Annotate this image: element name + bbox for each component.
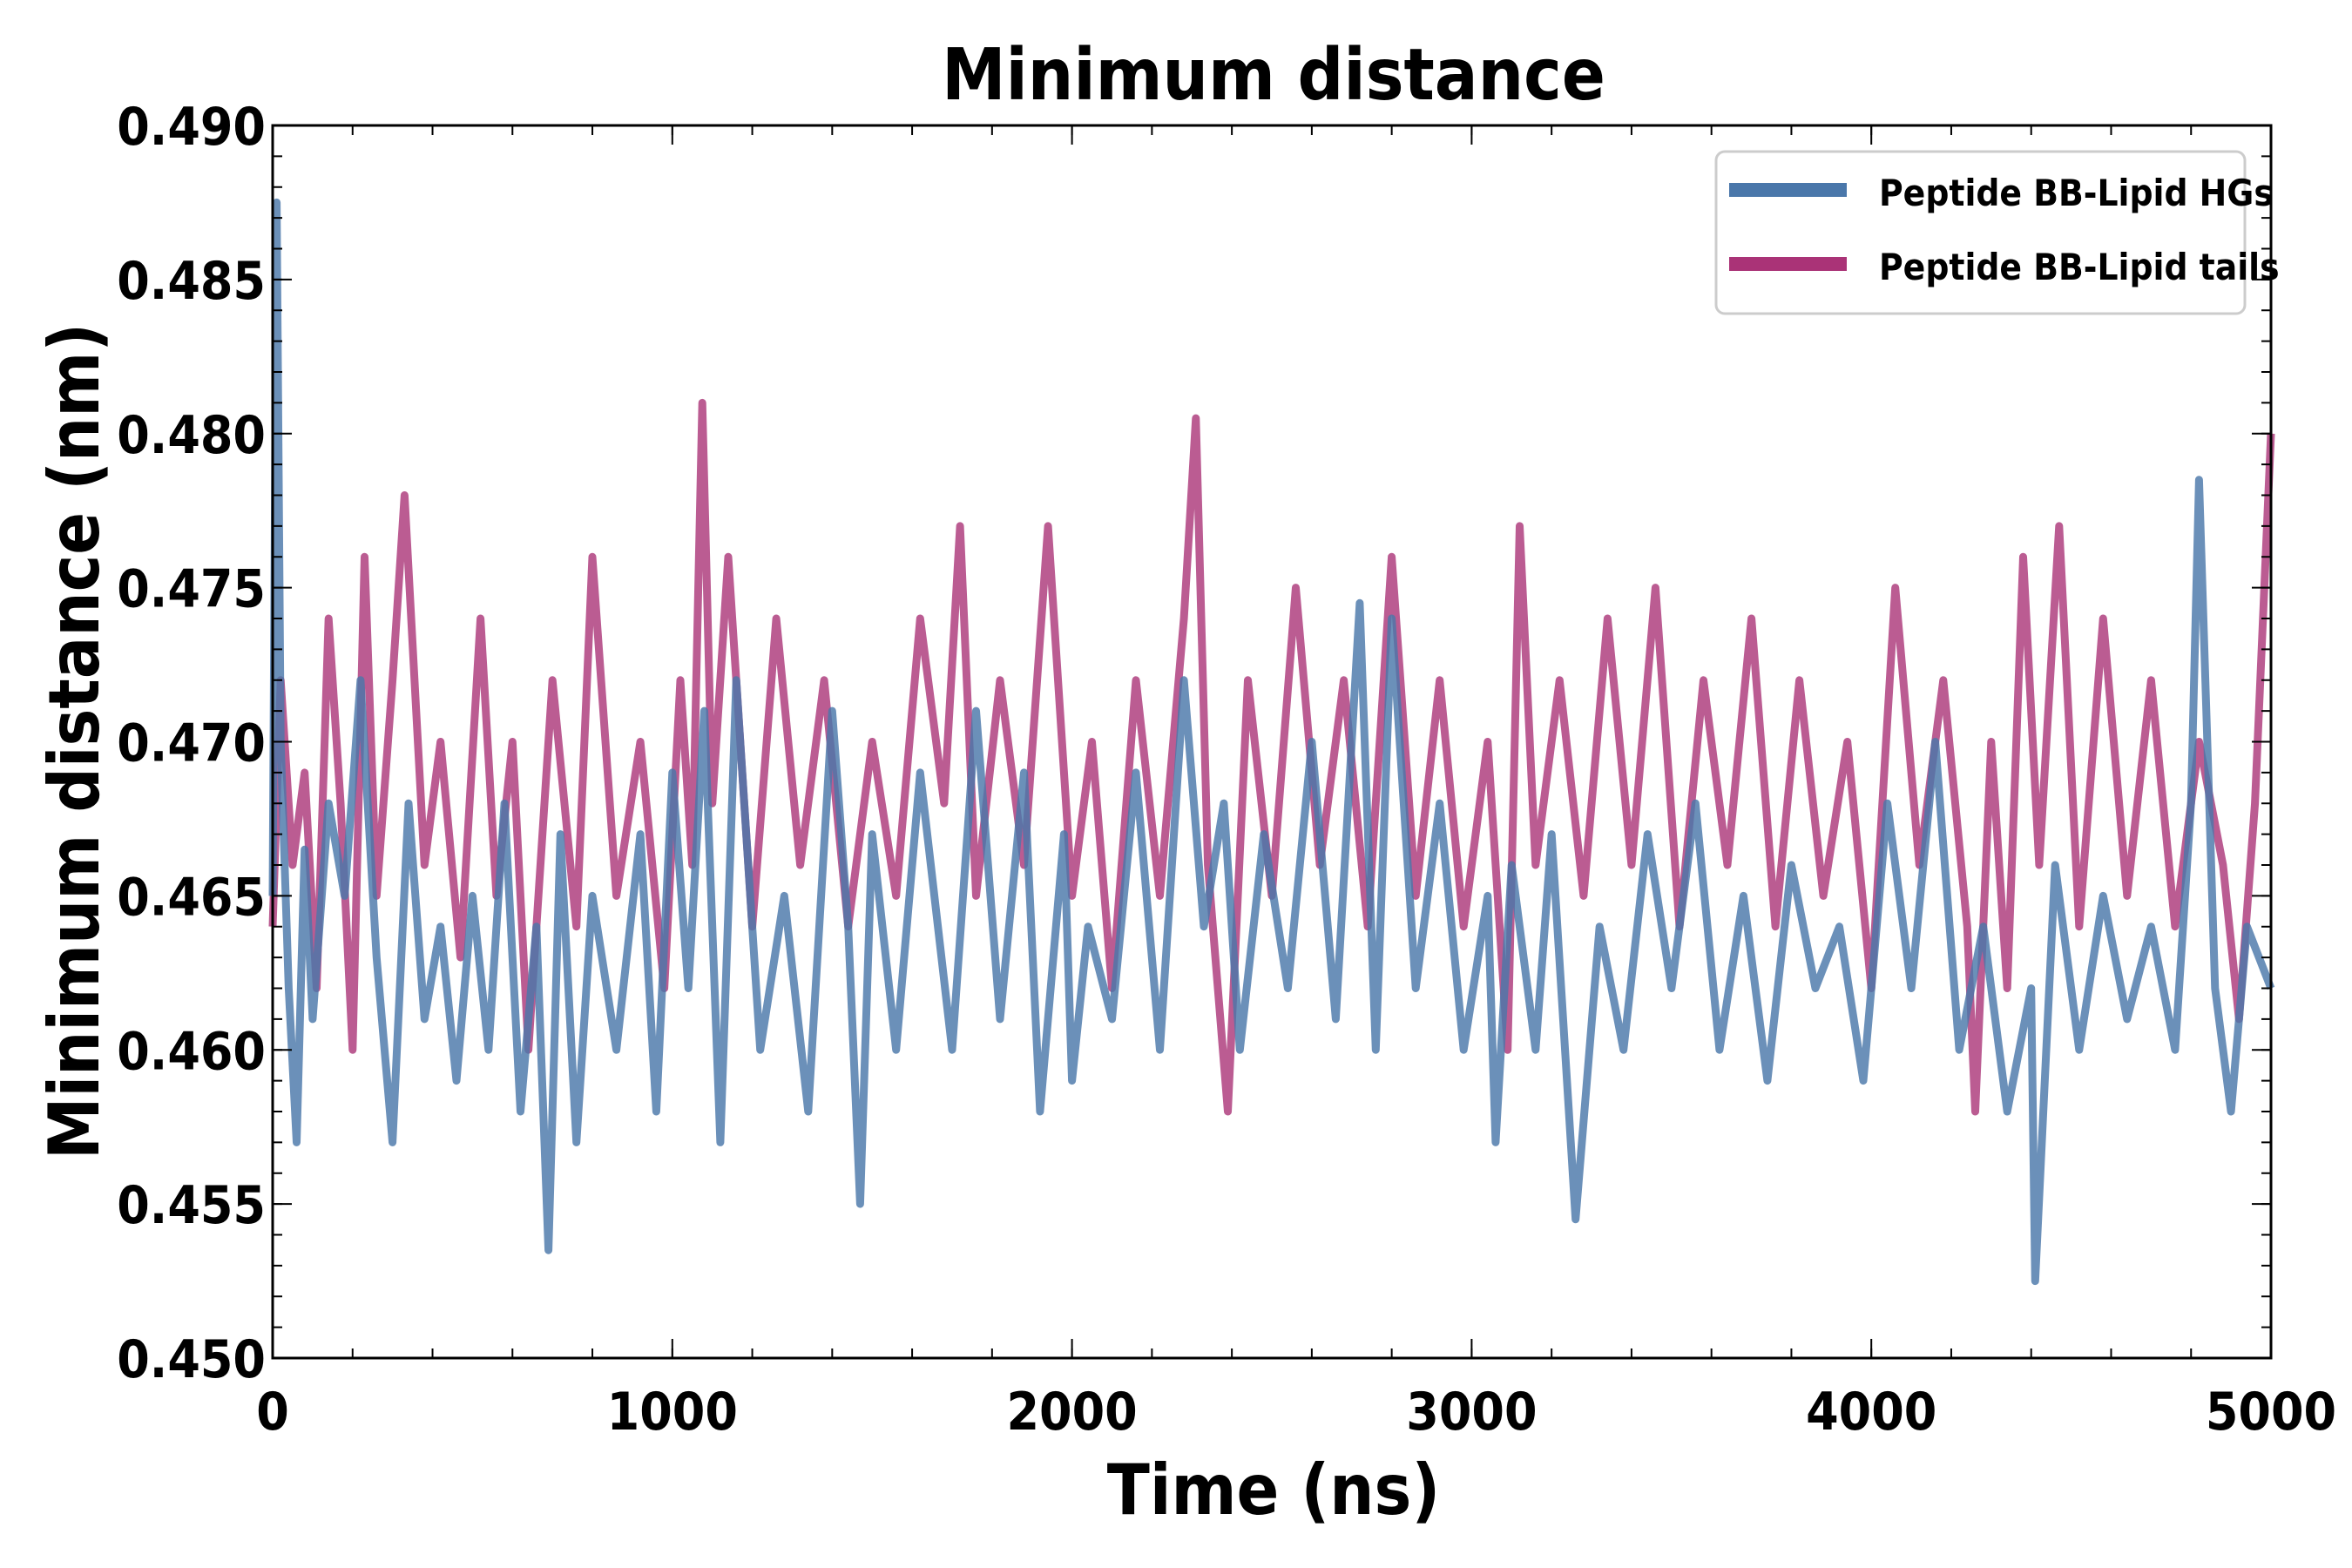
x-tick-label: 2000 xyxy=(1006,1382,1137,1443)
y-tick-label: 0.490 xyxy=(117,97,266,158)
series-layer xyxy=(268,198,2275,1286)
y-tick-label: 0.480 xyxy=(117,405,266,466)
x-tick-label: 0 xyxy=(256,1382,289,1443)
y-tick-label: 0.450 xyxy=(117,1329,266,1390)
x-tick-label: 3000 xyxy=(1406,1382,1537,1443)
series-line-1 xyxy=(268,398,2275,1116)
legend-label-hgs: Peptide BB-Lipid HGs xyxy=(1879,172,2274,214)
y-tick-label: 0.470 xyxy=(117,713,266,774)
series-line-0 xyxy=(268,198,2275,1286)
x-axis-title: Time (ns) xyxy=(1107,1450,1441,1531)
y-tick-label: 0.465 xyxy=(117,867,266,928)
y-tick-label: 0.455 xyxy=(117,1175,266,1236)
legend-label-tails: Peptide BB-Lipid tails xyxy=(1879,246,2280,288)
x-tick-label: 1000 xyxy=(607,1382,738,1443)
legend-box xyxy=(1714,150,2247,315)
x-tick-label: 4000 xyxy=(1806,1382,1936,1443)
y-tick-label: 0.485 xyxy=(117,251,266,312)
ticks-layer: 0 1000 2000 3000 4000 5000 0.450 0.455 0.460 0.46… xyxy=(117,97,2336,1443)
y-tick-label: 0.460 xyxy=(117,1021,266,1082)
y-axis-title: Minimum distance (nm) xyxy=(34,323,115,1159)
x-tick-label: 5000 xyxy=(2206,1382,2336,1443)
legend: Peptide BB-Lipid HGs Peptide BB-Lipid ta… xyxy=(1714,150,2280,315)
y-tick-label: 0.475 xyxy=(117,559,266,620)
chart-title: Minimum distance xyxy=(942,34,1605,117)
